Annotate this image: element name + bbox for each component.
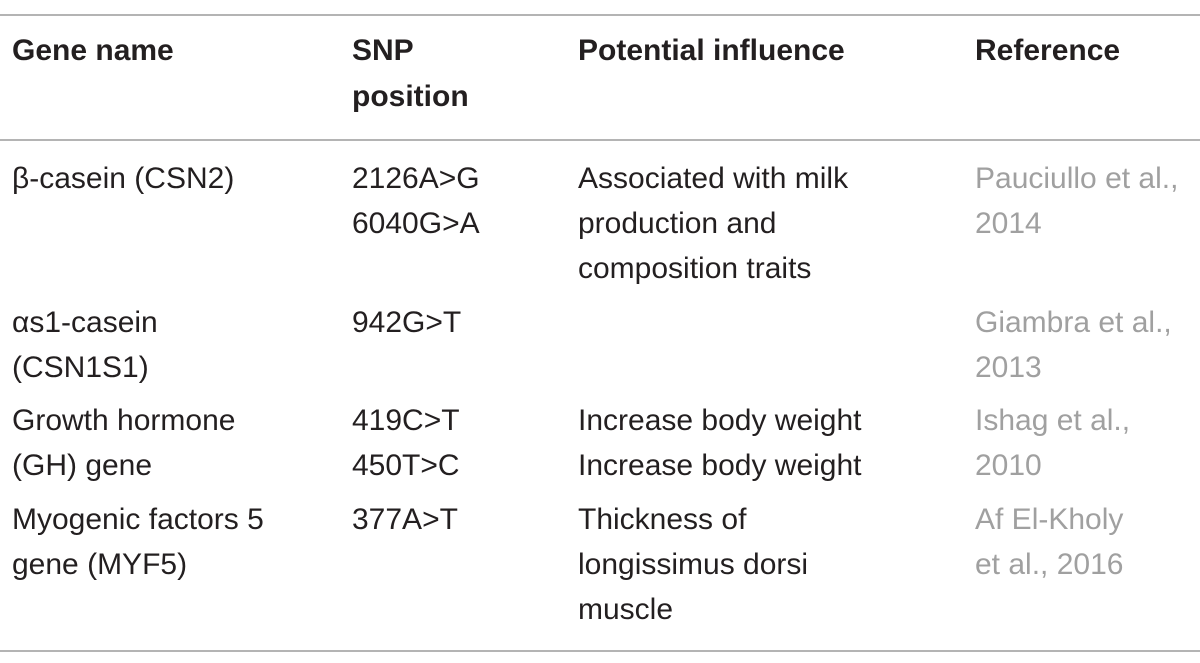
table-top-rule [0, 14, 1200, 16]
row-1-influence: Associated with milk production and comp… [578, 162, 849, 285]
table-bottom-rule [0, 650, 1200, 652]
row-3-gene: Growth hormone (GH) gene [12, 404, 236, 482]
header-reference: Reference [975, 34, 1121, 67]
row-1-gene: β-casein (CSN2) [12, 162, 235, 195]
row-2-gene: αs1-casein (CSN1S1) [12, 306, 158, 384]
row-2-snp: 942G>T [352, 306, 462, 339]
row-4-snp: 377A>T [352, 503, 458, 536]
row-1-reference: Pauciullo et al., 2014 [975, 162, 1179, 240]
row-3-snp: 419C>T 450T>C [352, 404, 460, 482]
header-divider-rule [0, 139, 1200, 141]
row-2-reference: Giambra et al., 2013 [975, 306, 1172, 384]
row-4-reference: Af El-Kholy et al., 2016 [975, 503, 1124, 581]
row-4-influence: Thickness of longissimus dorsi muscle [578, 503, 809, 626]
header-gene-name: Gene name [12, 34, 174, 67]
header-snp-position: SNP position [352, 34, 469, 113]
row-1-snp: 2126A>G 6040G>A [352, 162, 480, 240]
row-3-influence: Increase body weight Increase body weigh… [578, 404, 862, 482]
row-4-gene: Myogenic factors 5 gene (MYF5) [12, 503, 264, 581]
row-3-reference: Ishag et al., 2010 [975, 404, 1131, 482]
header-potential-influence: Potential influence [578, 34, 845, 67]
